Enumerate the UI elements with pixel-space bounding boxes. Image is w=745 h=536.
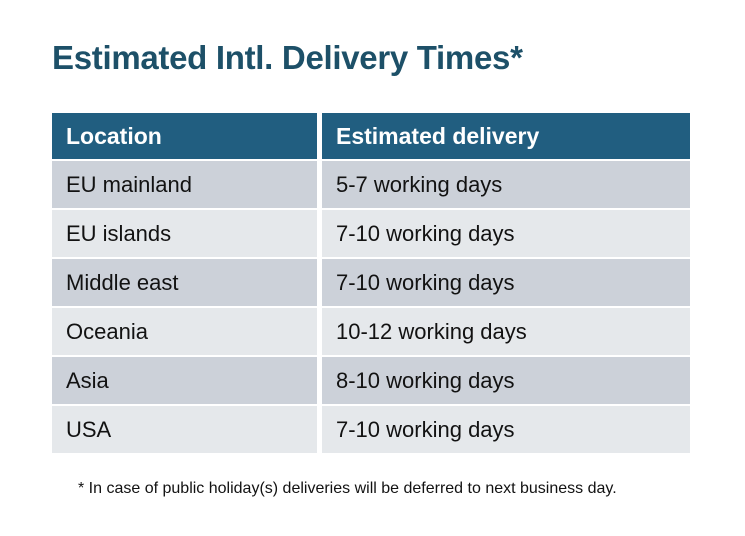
cell-estimated-delivery: 10-12 working days [322,308,690,355]
column-divider [317,308,322,355]
table-row: EU mainland 5-7 working days [52,161,690,208]
cell-estimated-delivery: 7-10 working days [322,406,690,453]
table-row: USA 7-10 working days [52,406,690,453]
cell-location: EU islands [52,210,317,257]
column-divider [317,357,322,404]
column-header-location: Location [52,113,317,159]
footnote-public-holiday: * In case of public holiday(s) deliverie… [78,480,617,497]
column-divider [317,406,322,453]
column-divider [317,161,322,208]
table-row: Oceania 10-12 working days [52,308,690,355]
column-divider [317,113,322,159]
table-row: Asia 8-10 working days [52,357,690,404]
cell-location: Oceania [52,308,317,355]
cell-location: Asia [52,357,317,404]
column-divider [317,259,322,306]
cell-estimated-delivery: 7-10 working days [322,259,690,306]
cell-estimated-delivery: 8-10 working days [322,357,690,404]
table-header-row: Location Estimated delivery [52,113,690,159]
estimated-delivery-table: Location Estimated delivery EU mainland … [52,113,690,453]
column-divider [317,210,322,257]
table-row: Middle east 7-10 working days [52,259,690,306]
cell-estimated-delivery: 7-10 working days [322,210,690,257]
cell-location: USA [52,406,317,453]
cell-estimated-delivery: 5-7 working days [322,161,690,208]
cell-location: EU mainland [52,161,317,208]
cell-location: Middle east [52,259,317,306]
column-header-estimated-delivery: Estimated delivery [322,113,690,159]
table-row: EU islands 7-10 working days [52,210,690,257]
page-title: Estimated Intl. Delivery Times* [52,39,523,76]
